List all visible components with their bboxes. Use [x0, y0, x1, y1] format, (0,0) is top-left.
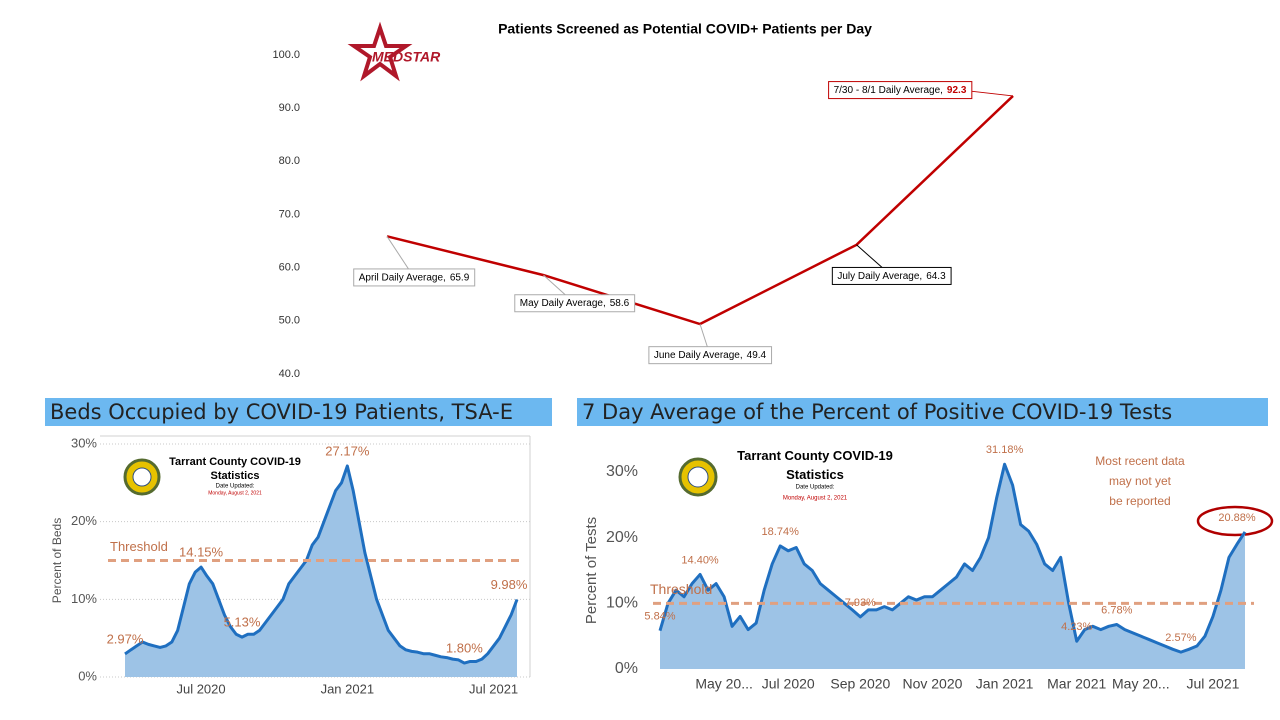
- label-category: May Daily Average,: [520, 298, 606, 309]
- data-label: 18.74%: [762, 526, 800, 538]
- y-tick-label: 60.0: [279, 262, 300, 274]
- data-label: 1.80%: [446, 640, 483, 655]
- y-tick-label: 80.0: [279, 155, 300, 167]
- x-tick-label: Jan 2021: [321, 681, 375, 696]
- highlight-ellipse: [1196, 505, 1274, 537]
- seal-name: Tarrant County COVID-19 Statistics: [737, 448, 893, 482]
- seal-updated: Date Updated:: [796, 485, 835, 491]
- label-box: [353, 268, 476, 287]
- label-box: [831, 266, 952, 285]
- x-tick-label: May 20...: [695, 676, 753, 692]
- label-box: [514, 294, 636, 313]
- data-label: 9.98%: [491, 577, 528, 592]
- label-value: 65.9: [450, 272, 470, 283]
- data-label: 2.97%: [107, 631, 144, 646]
- threshold-label: Threshold: [650, 581, 712, 597]
- y-tick-label: 40.0: [279, 368, 300, 380]
- note: Most recent data may not yet be reported: [1095, 454, 1185, 508]
- data-label: 5.13%: [224, 615, 261, 630]
- label-category: June Daily Average,: [654, 350, 743, 361]
- data-label: June Daily Average, 49.4: [654, 350, 767, 361]
- seal-inner: [132, 467, 152, 487]
- x-tick-label: Jul 2021: [469, 681, 518, 696]
- y-tick-label: 70.0: [279, 208, 300, 220]
- y-axis-label: Percent of Beds: [50, 518, 64, 603]
- line: [124, 464, 519, 665]
- y-tick-label: 20%: [606, 529, 638, 546]
- threshold-label: Threshold: [110, 539, 168, 554]
- y-tick-label: 30%: [606, 463, 638, 480]
- y-tick-label: 50.0: [279, 315, 300, 327]
- data-label: 7.93%: [845, 597, 876, 609]
- x-tick-label: Mar 2021: [1047, 676, 1106, 692]
- header-bar: [577, 398, 1268, 426]
- y-tick-label: 90.0: [279, 102, 300, 114]
- y-tick-label: 20%: [71, 513, 97, 528]
- data-label: 14.15%: [179, 545, 224, 560]
- seal-name: Tarrant County COVID-19 Statistics: [169, 456, 301, 482]
- seal-updated: Date Updated:: [216, 484, 255, 490]
- data-label: 5.84%: [644, 611, 675, 623]
- y-tick-label: 30%: [71, 435, 97, 450]
- logo-star: [347, 21, 413, 82]
- label-value: 92.3: [947, 85, 967, 96]
- label-category: April Daily Average,: [359, 272, 446, 283]
- x-tick-label: Sep 2020: [830, 676, 890, 692]
- x-tick-label: Jul 2020: [762, 676, 815, 692]
- x-tick-label: Jul 2020: [176, 681, 225, 696]
- y-tick-label: 10%: [606, 595, 638, 612]
- logo-text: MEDSTAR: [372, 49, 441, 65]
- data-label: 20.88%: [1218, 512, 1256, 524]
- x-tick-label: Jan 2021: [976, 676, 1034, 692]
- label-value: 58.6: [610, 298, 630, 309]
- area: [660, 464, 1245, 669]
- data-label: 6.78%: [1101, 604, 1132, 616]
- label-category: 7/30 - 8/1 Daily Average,: [834, 85, 943, 96]
- data-label: 14.40%: [681, 554, 719, 566]
- label-value: 64.3: [926, 270, 946, 281]
- y-tick-label: 100.0: [272, 49, 300, 61]
- y-tick-label: 0%: [78, 668, 97, 683]
- label-category: July Daily Average,: [837, 270, 922, 281]
- panel-title: Beds Occupied by COVID-19 Patients, TSA-…: [50, 400, 513, 424]
- label-value: 49.4: [747, 350, 767, 361]
- x-tick-label: Nov 2020: [902, 676, 962, 692]
- seal-date: Monday, August 2, 2021: [783, 496, 848, 502]
- data-label: April Daily Average, 65.9: [359, 272, 470, 283]
- data-label: July Daily Average, 64.3: [837, 270, 946, 281]
- chart-title: Patients Screened as Potential COVID+ Pa…: [498, 21, 872, 37]
- panel-title: 7 Day Average of the Percent of Positive…: [582, 400, 1172, 424]
- data-label: 2.57%: [1165, 632, 1196, 644]
- y-tick-label: 10%: [71, 591, 97, 606]
- label-box: [828, 81, 973, 100]
- line: [658, 462, 1247, 654]
- data-label: May Daily Average, 58.6: [520, 298, 630, 309]
- label-box: [648, 346, 773, 365]
- header-bar: [45, 398, 552, 426]
- data-label: 4.23%: [1061, 621, 1092, 633]
- y-axis-label: Percent of Tests: [583, 517, 600, 624]
- data-label: 7/30 - 8/1 Daily Average, 92.3: [834, 85, 967, 96]
- x-tick-label: May 20...: [1112, 676, 1170, 692]
- x-tick-label: Jul 2021: [1186, 676, 1239, 692]
- seal-date: Monday, August 2, 2021: [208, 490, 262, 496]
- data-label: 27.17%: [325, 443, 370, 458]
- y-tick-label: 0%: [615, 660, 638, 677]
- seal-inner: [687, 466, 709, 488]
- data-label: 31.18%: [986, 444, 1024, 456]
- area: [125, 465, 517, 677]
